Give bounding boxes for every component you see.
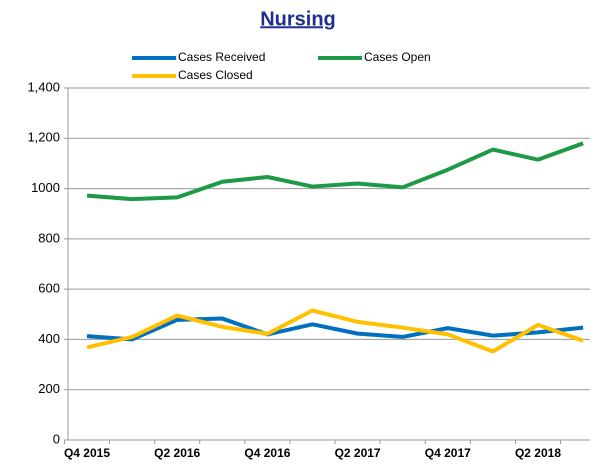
y-tick-label: 800 <box>38 230 60 245</box>
legend-label: Cases Closed <box>178 68 253 82</box>
series-line <box>86 316 584 342</box>
y-tick-label: 0 <box>53 431 60 446</box>
x-tick-label: Q4 2017 <box>425 446 471 460</box>
series-line <box>86 141 584 202</box>
y-tick-label: 1000 <box>31 180 60 195</box>
x-tick-label: Q2 2017 <box>335 446 381 460</box>
x-tick-label: Q4 2015 <box>64 446 110 460</box>
y-tick-label: 600 <box>38 281 60 296</box>
x-tick-label: Q2 2018 <box>515 446 561 460</box>
legend-label: Cases Received <box>178 50 265 64</box>
y-tick-label: 400 <box>38 331 60 346</box>
chart-title: Nursing <box>260 8 336 30</box>
y-tick-label: 200 <box>38 381 60 396</box>
y-tick-label: 1,200 <box>27 130 60 145</box>
x-tick-label: Q4 2016 <box>244 446 290 460</box>
x-tick-label: Q2 2016 <box>154 446 200 460</box>
series-line <box>86 308 584 354</box>
y-tick-label: 1,400 <box>27 79 60 94</box>
legend-label: Cases Open <box>364 50 431 64</box>
